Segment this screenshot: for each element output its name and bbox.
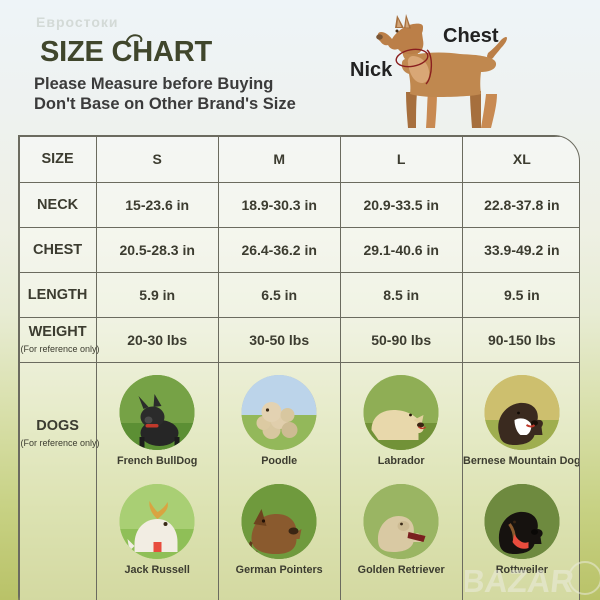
svg-text:BAZAR: BAZAR xyxy=(465,563,576,599)
